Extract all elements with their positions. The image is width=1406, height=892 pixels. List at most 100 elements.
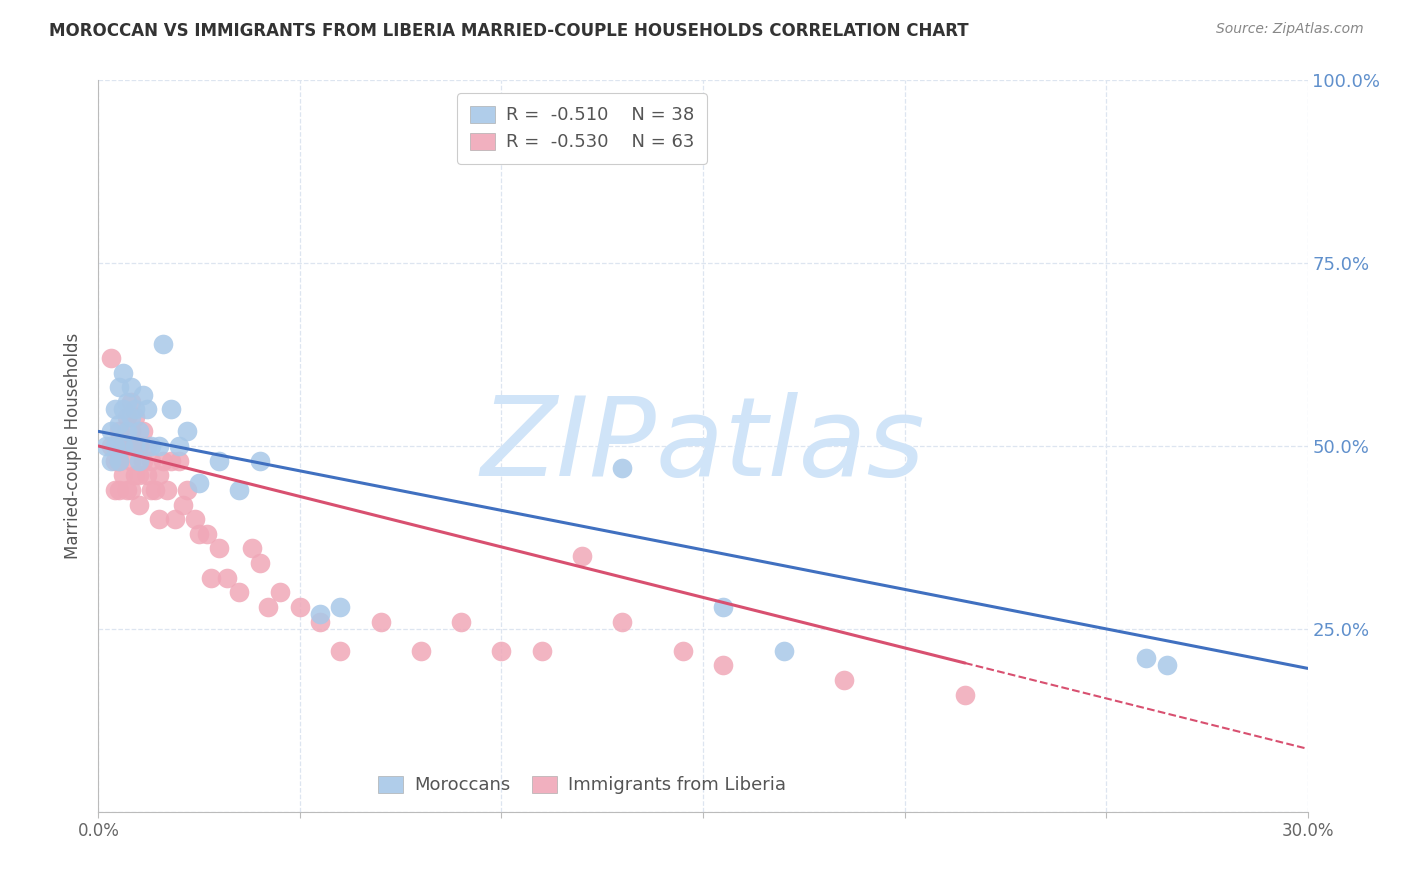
Point [195,526,218,541]
Point [530,644,553,658]
Point [711,599,734,614]
Point [103,439,125,453]
Text: Source: ZipAtlas.com: Source: ZipAtlas.com [1216,22,1364,37]
Point [163,512,186,526]
Point [132,453,155,467]
Point [120,453,142,467]
Point [135,402,157,417]
Point [132,425,155,439]
Point [208,453,231,467]
Point [100,425,122,439]
Point [103,453,125,467]
Point [450,615,472,629]
Point [249,556,271,570]
Point [111,366,134,380]
Point [200,571,222,585]
Point [208,541,231,556]
Point [143,483,166,497]
Point [288,599,311,614]
Point [103,483,125,497]
Point [135,468,157,483]
Point [107,453,129,467]
Point [188,475,211,490]
Point [309,607,332,622]
Point [772,644,794,658]
Point [711,658,734,673]
Point [128,425,150,439]
Point [115,395,138,409]
Point [167,439,190,453]
Point [370,615,392,629]
Point [132,388,155,402]
Point [124,468,146,483]
Point [329,599,352,614]
Point [115,483,138,497]
Point [240,541,263,556]
Point [107,483,129,497]
Point [128,468,150,483]
Point [107,425,129,439]
Point [120,395,142,409]
Point [188,526,211,541]
Point [103,402,125,417]
Point [228,483,250,497]
Point [269,585,291,599]
Point [228,585,250,599]
Point [953,688,976,702]
Point [120,483,142,497]
Point [672,644,695,658]
Point [1156,658,1178,673]
Point [135,439,157,453]
Point [256,599,278,614]
Point [128,498,150,512]
Point [160,402,183,417]
Point [115,425,138,439]
Point [124,439,146,453]
Point [249,453,271,467]
Point [571,549,593,563]
Legend: Moroccans, Immigrants from Liberia: Moroccans, Immigrants from Liberia [368,766,796,804]
Point [124,402,146,417]
Point [329,644,352,658]
Point [124,409,146,424]
Point [100,439,122,453]
Text: ZIPatlas: ZIPatlas [481,392,925,500]
Point [100,351,122,366]
Point [111,439,134,453]
Point [167,453,190,467]
Point [1135,651,1157,665]
Point [176,425,198,439]
Point [139,453,162,467]
Point [120,425,142,439]
Point [832,673,855,687]
Point [148,512,170,526]
Point [139,483,162,497]
Point [156,483,179,497]
Point [176,483,198,497]
Point [120,380,142,394]
Point [172,498,194,512]
Point [152,453,174,467]
Point [111,402,134,417]
Point [612,615,634,629]
Point [148,439,170,453]
Point [120,409,142,424]
Point [115,439,138,453]
Y-axis label: Married-couple Households: Married-couple Households [65,333,83,559]
Point [124,439,146,453]
Point [152,336,174,351]
Point [128,439,150,453]
Point [107,453,129,467]
Point [491,644,513,658]
Point [309,615,332,629]
Point [148,468,170,483]
Point [100,453,122,467]
Point [409,644,432,658]
Point [107,380,129,394]
Point [184,512,207,526]
Point [96,439,118,453]
Point [612,461,634,475]
Point [111,468,134,483]
Point [115,409,138,424]
Text: MOROCCAN VS IMMIGRANTS FROM LIBERIA MARRIED-COUPLE HOUSEHOLDS CORRELATION CHART: MOROCCAN VS IMMIGRANTS FROM LIBERIA MARR… [49,22,969,40]
